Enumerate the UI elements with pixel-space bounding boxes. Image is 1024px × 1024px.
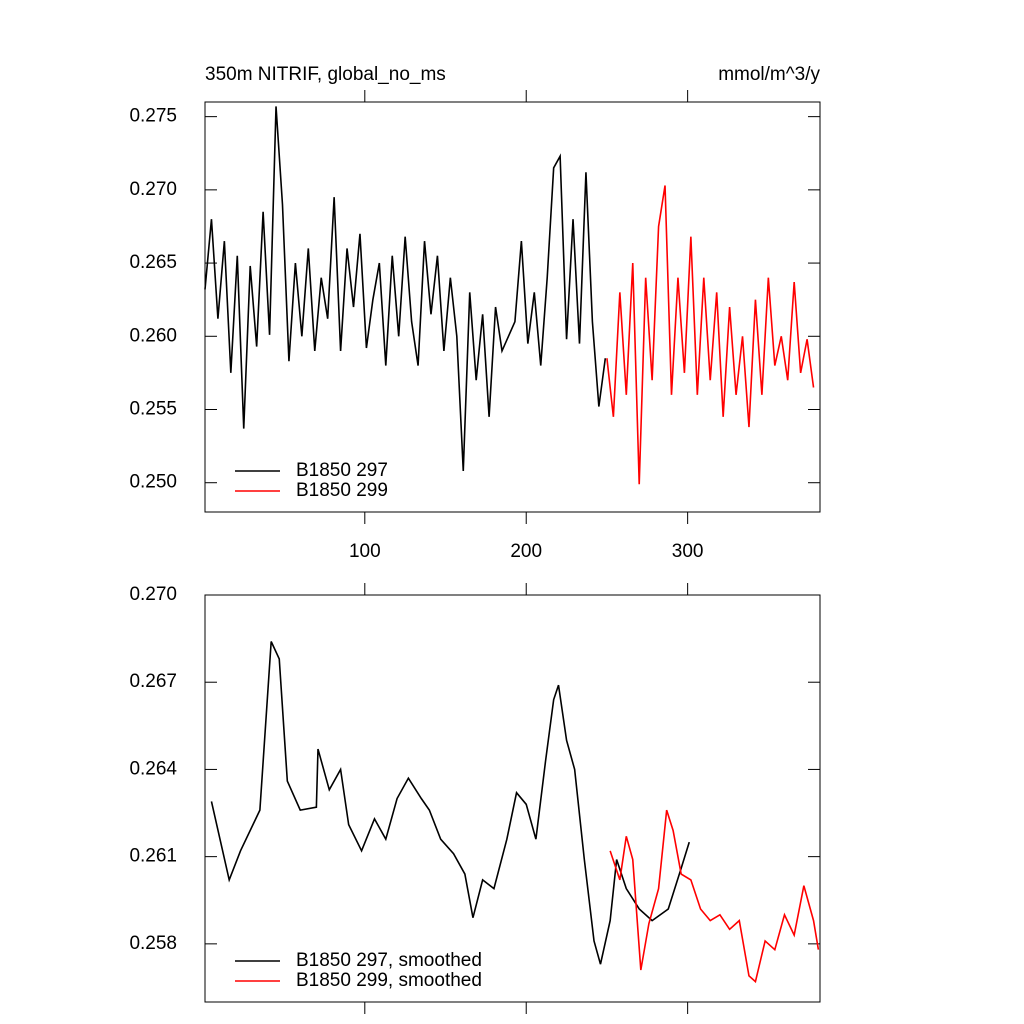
data-line (609, 809, 820, 984)
y-tick-label: 0.270 (129, 584, 177, 605)
y-tick-label: 0.275 (129, 106, 177, 127)
plot-frame (204, 101, 821, 513)
y-tick-label: 0.270 (129, 179, 177, 200)
legend-label: B1850 299, smoothed (296, 970, 482, 991)
data-line (210, 641, 691, 965)
y-tick-label: 0.261 (129, 846, 177, 867)
y-tick-label: 0.264 (129, 758, 177, 779)
chart-title: 350m NITRIF, global_no_ms (205, 64, 446, 85)
legend-label: B1850 297, smoothed (296, 950, 482, 971)
units-label: mmol/m^3/y (718, 64, 820, 85)
y-tick-label: 0.260 (129, 325, 177, 346)
x-tick-label: 200 (510, 541, 542, 562)
y-tick-label: 0.265 (129, 252, 177, 273)
y-tick-label: 0.258 (129, 933, 177, 954)
plot-frame (204, 594, 821, 1003)
legend-label: B1850 297 (296, 460, 388, 481)
data-line (204, 106, 607, 472)
x-tick-label: 100 (349, 541, 381, 562)
y-tick-label: 0.250 (129, 472, 177, 493)
y-tick-label: 0.255 (129, 399, 177, 420)
x-tick-label: 300 (672, 541, 704, 562)
data-line (606, 185, 815, 485)
y-tick-label: 0.267 (129, 671, 177, 692)
legend-label: B1850 299 (296, 480, 388, 501)
